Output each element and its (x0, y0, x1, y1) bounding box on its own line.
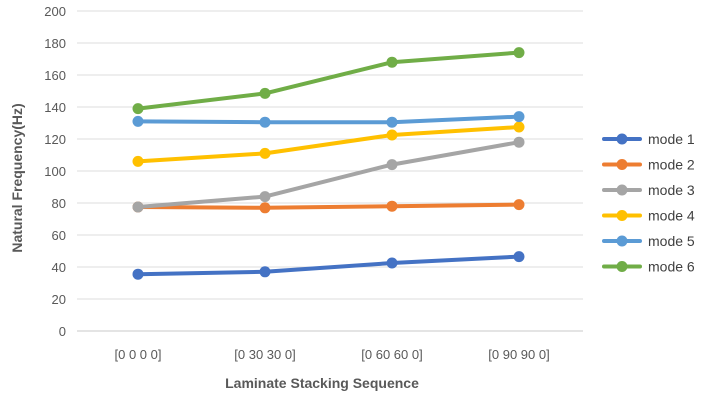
y-tick-label: 120 (44, 132, 66, 147)
y-tick-label: 200 (44, 4, 66, 19)
data-point (386, 257, 398, 269)
y-tick-label: 180 (44, 36, 66, 51)
series-mode-5 (132, 111, 525, 128)
series-line (136, 254, 521, 277)
legend-item: mode 3 (602, 182, 695, 198)
x-axis-ticks: [0 0 0 0] [0 30 30 0] [0 60 60 0] [0 90 90 … (115, 347, 550, 362)
legend-swatch-marker (616, 210, 628, 221)
legend: mode 1 mode 2 mode 3 mode 4 mode 5 mode 6 (602, 131, 695, 275)
y-axis-label: Natural Frequency(Hz) (9, 103, 25, 252)
legend-label: mode 1 (648, 131, 695, 147)
y-axis-ticks: 0 20 40 60 80 100 120 140 160 180 200 (44, 4, 66, 339)
data-point (259, 87, 271, 99)
series-line (136, 202, 521, 210)
data-point (513, 111, 525, 123)
x-tick-label: [0 30 30 0] (234, 347, 295, 362)
series-mode-4 (132, 121, 525, 167)
series-mode-1 (132, 251, 525, 280)
data-point (259, 266, 271, 278)
legend-label: mode 2 (648, 157, 695, 173)
data-point (386, 159, 398, 171)
data-point (386, 116, 398, 128)
x-axis-label: Laminate Stacking Sequence (225, 375, 419, 391)
x-tick-label: [0 90 90 0] (488, 347, 549, 362)
series-mode-6 (132, 47, 525, 115)
legend-item: mode 2 (602, 157, 695, 173)
y-tick-label: 140 (44, 100, 66, 115)
data-point (259, 147, 271, 159)
gridlines (77, 10, 583, 332)
legend-swatch-marker (616, 159, 628, 170)
data-point (132, 155, 144, 167)
legend-swatch-marker (616, 133, 628, 145)
y-tick-label: 40 (52, 260, 66, 275)
y-tick-label: 60 (52, 228, 66, 243)
legend-item: mode 1 (602, 131, 695, 147)
series-line (136, 140, 521, 209)
data-point (513, 136, 525, 148)
legend-item: mode 4 (602, 208, 695, 224)
legend-label: mode 3 (648, 182, 695, 198)
data-point (386, 129, 398, 141)
data-point (259, 191, 271, 203)
data-point (513, 199, 525, 211)
legend-swatch-marker (616, 184, 628, 196)
legend-item: mode 6 (602, 259, 695, 275)
data-point (132, 103, 144, 115)
legend-label: mode 6 (648, 259, 695, 275)
legend-label: mode 4 (648, 208, 695, 224)
data-point (386, 56, 398, 68)
legend-swatch-marker (616, 261, 628, 272)
data-point (386, 200, 398, 212)
series-line (136, 114, 521, 125)
x-tick-label: [0 0 0 0] (115, 347, 162, 362)
data-point (259, 116, 271, 128)
legend-item: mode 5 (602, 233, 695, 249)
legend-label: mode 5 (648, 233, 695, 249)
data-point (513, 47, 525, 59)
data-point (132, 201, 144, 213)
series-lines (132, 47, 525, 280)
y-tick-label: 20 (52, 292, 66, 307)
series-line (136, 50, 521, 111)
y-tick-label: 160 (44, 68, 66, 83)
data-point (513, 251, 525, 263)
x-tick-label: [0 60 60 0] (361, 347, 422, 362)
legend-swatch-marker (616, 235, 628, 247)
data-point (259, 202, 271, 214)
data-point (513, 121, 525, 133)
y-tick-label: 0 (59, 324, 66, 339)
y-tick-label: 80 (52, 196, 66, 211)
y-tick-label: 100 (44, 164, 66, 179)
series-mode-3 (132, 136, 525, 213)
series-line (136, 125, 521, 164)
data-point (132, 268, 144, 280)
data-point (132, 115, 144, 127)
